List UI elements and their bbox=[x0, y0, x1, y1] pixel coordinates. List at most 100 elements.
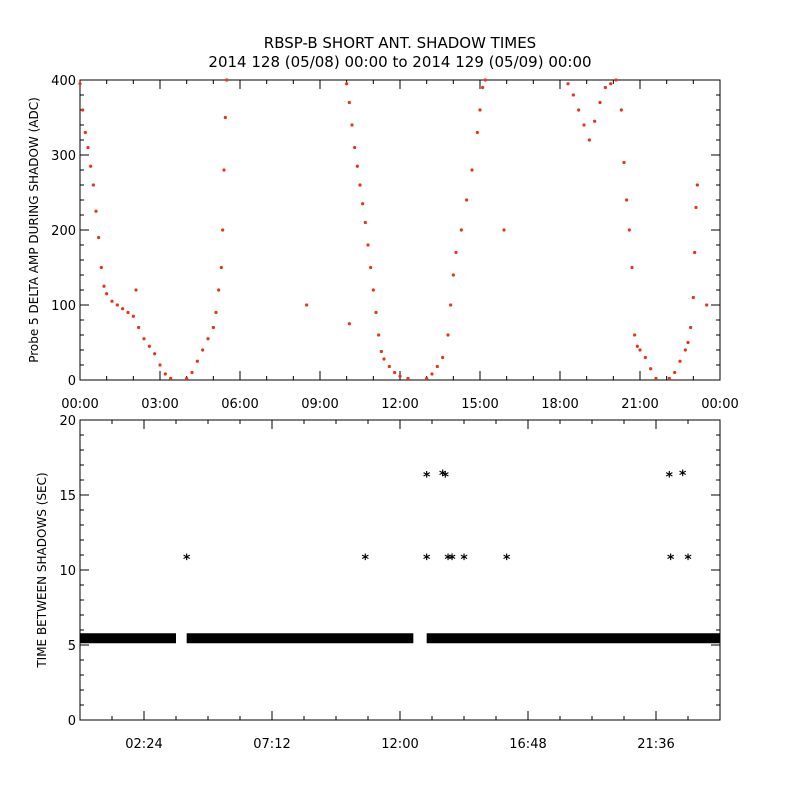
interval-baseline-segment bbox=[186, 633, 414, 644]
amplitude-point bbox=[363, 220, 367, 225]
interval-point: * bbox=[667, 552, 675, 568]
amplitude-point bbox=[86, 145, 90, 150]
amplitude-point bbox=[643, 355, 647, 360]
amplitude-point bbox=[217, 288, 221, 292]
amplitude-point bbox=[347, 322, 351, 326]
amplitude-point bbox=[459, 228, 463, 232]
amplitude-point bbox=[693, 250, 697, 255]
interval-point: * bbox=[423, 470, 431, 486]
amplitude-point bbox=[694, 205, 698, 210]
amplitude-point bbox=[566, 82, 570, 86]
amplitude-point bbox=[374, 310, 378, 315]
amplitude-point bbox=[377, 333, 381, 337]
amplitude-point bbox=[94, 209, 98, 213]
amplitude-point bbox=[667, 376, 671, 381]
amplitude-point bbox=[211, 325, 215, 330]
interval-y-tick-label: 15 bbox=[59, 489, 76, 504]
amplitude-point bbox=[358, 183, 362, 187]
amplitude-point bbox=[219, 265, 223, 270]
interval-baseline-segment bbox=[426, 633, 720, 644]
interval-point: * bbox=[442, 470, 450, 486]
amplitude-point bbox=[435, 364, 439, 369]
amplitude-point bbox=[387, 364, 391, 369]
amplitude-point bbox=[705, 303, 709, 307]
amplitude-point bbox=[225, 78, 229, 82]
interval-baseline-segment bbox=[80, 633, 176, 644]
amplitude-point bbox=[99, 265, 103, 270]
amplitude-x-tick-label: 00:00 bbox=[701, 397, 738, 412]
amplitude-point bbox=[163, 372, 167, 376]
interval-x-tick-label: 12:00 bbox=[381, 737, 418, 752]
amplitude-y-tick-label: 100 bbox=[51, 299, 76, 314]
amplitude-point bbox=[78, 82, 82, 86]
amplitude-point bbox=[622, 160, 626, 165]
amplitude-point bbox=[691, 295, 695, 300]
amplitude-point bbox=[582, 123, 586, 127]
amplitude-point bbox=[633, 333, 637, 337]
amplitude-point bbox=[379, 349, 383, 354]
interval-x-tick-label: 16:48 bbox=[509, 737, 546, 752]
amplitude-point bbox=[481, 85, 485, 90]
amplitude-point bbox=[598, 100, 602, 105]
interval-ticks bbox=[79, 419, 721, 721]
interval-x-tick-label: 21:36 bbox=[637, 737, 674, 752]
amplitude-point bbox=[678, 359, 682, 363]
amplitude-point bbox=[441, 355, 445, 360]
interval-y-axis-title: TIME BETWEEN SHADOWS (SEC) bbox=[35, 472, 49, 668]
amplitude-point bbox=[393, 370, 397, 375]
amplitude-point bbox=[195, 359, 199, 363]
interval-point: * bbox=[444, 552, 452, 568]
amplitude-point bbox=[470, 168, 474, 172]
interval-point: * bbox=[423, 552, 431, 568]
amplitude-point bbox=[446, 333, 450, 337]
amplitude-point bbox=[105, 292, 109, 296]
amplitude-point bbox=[347, 100, 351, 105]
amplitude-point bbox=[221, 228, 225, 232]
amplitude-point bbox=[593, 119, 597, 123]
amplitude-point bbox=[353, 145, 357, 150]
amplitude-point bbox=[110, 299, 114, 303]
amplitude-point bbox=[153, 352, 157, 356]
amplitude-point bbox=[91, 183, 95, 187]
amplitude-point bbox=[449, 303, 453, 307]
amplitude-point bbox=[430, 372, 434, 376]
amplitude-point bbox=[625, 198, 629, 202]
amplitude-point bbox=[222, 168, 226, 172]
amplitude-point bbox=[502, 228, 506, 232]
interval-point: * bbox=[183, 552, 191, 568]
amplitude-x-tick-label: 00:00 bbox=[61, 397, 98, 412]
amplitude-point bbox=[695, 183, 699, 187]
interval-y-tick-label: 5 bbox=[68, 639, 76, 654]
interval-point: * bbox=[503, 552, 511, 568]
amplitude-point bbox=[587, 138, 591, 142]
interval-point: * bbox=[684, 552, 692, 568]
amplitude-point bbox=[571, 93, 575, 97]
amplitude-point bbox=[630, 265, 634, 270]
amplitude-point bbox=[577, 108, 581, 112]
amplitude-point bbox=[169, 376, 173, 381]
amplitude-panel: 00:00 03:00 06:00 09:00 12:00 15:00 18:00 21:00… bbox=[27, 74, 739, 412]
interval-point: * bbox=[679, 468, 687, 484]
interval-x-tick-label: 02:24 bbox=[125, 737, 162, 752]
amplitude-point bbox=[627, 228, 631, 232]
amplitude-point bbox=[619, 108, 623, 112]
amplitude-point bbox=[654, 376, 658, 381]
amplitude-point bbox=[483, 78, 487, 82]
amplitude-point bbox=[158, 363, 162, 367]
amplitude-point bbox=[603, 85, 607, 90]
amplitude-point bbox=[465, 198, 469, 202]
interval-x-tick-label: 07:12 bbox=[253, 737, 290, 752]
amplitude-y-axis-title: Probe 5 DELTA AMP DURING SHADOW (ADC) bbox=[27, 97, 41, 363]
interval-point: * bbox=[460, 552, 468, 568]
amplitude-point bbox=[345, 82, 349, 86]
amplitude-point bbox=[635, 344, 639, 348]
amplitude-point bbox=[190, 370, 194, 375]
amplitude-point bbox=[609, 82, 613, 86]
amplitude-point bbox=[689, 325, 693, 330]
amplitude-point bbox=[451, 273, 455, 277]
interval-x-tick-labels: 02:24 07:12 12:00 16:48 21:36 bbox=[125, 737, 674, 752]
interval-y-tick-label: 0 bbox=[68, 714, 76, 729]
amplitude-point bbox=[425, 376, 429, 381]
amplitude-y-tick-label: 0 bbox=[68, 374, 76, 389]
